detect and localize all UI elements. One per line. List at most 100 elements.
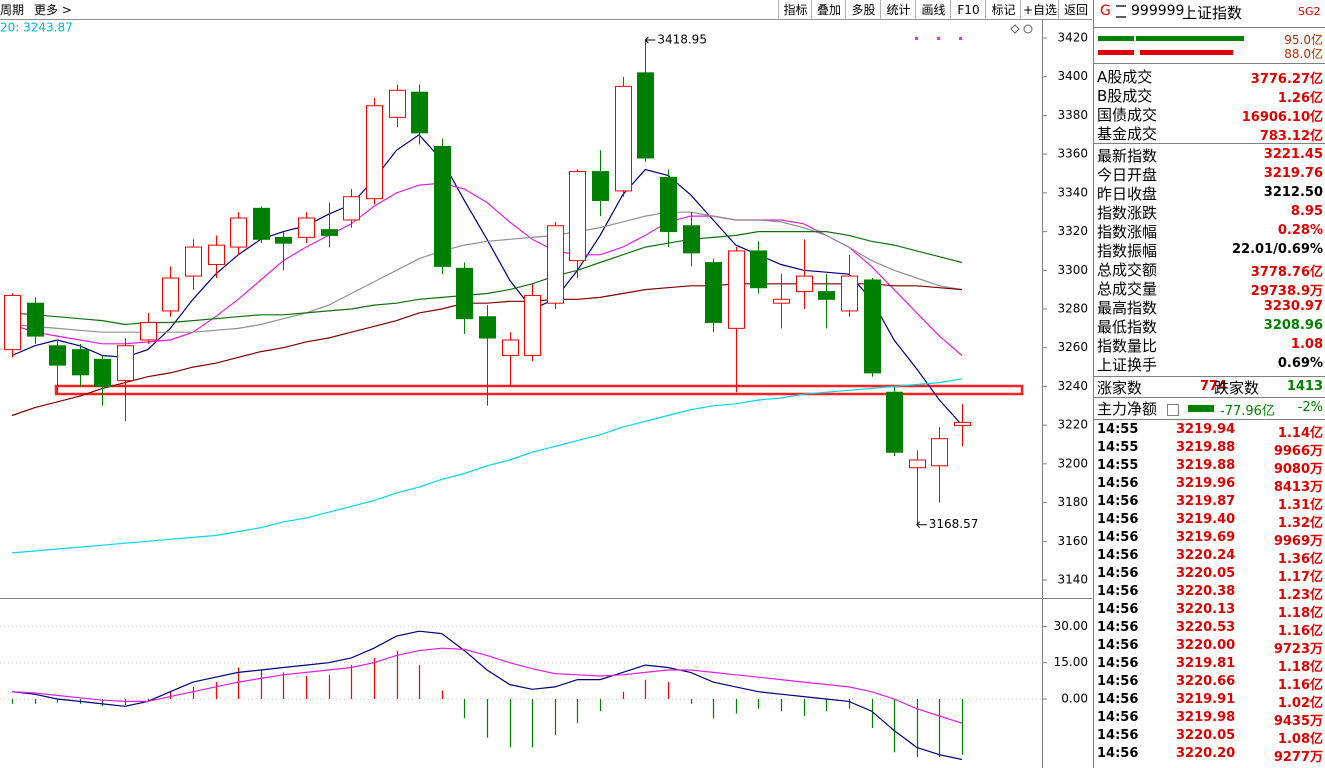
y-tick-label: 3280 [1057, 302, 1088, 316]
candle-body [72, 349, 89, 376]
stat-value: 3212.50 [1263, 185, 1323, 200]
tick-price: 3219.88 [1176, 440, 1236, 455]
candle-body [27, 302, 44, 337]
candle-body [321, 229, 338, 236]
tick-price: 3220.20 [1176, 746, 1236, 761]
toolbar-button[interactable]: 多股 [845, 0, 881, 20]
toolbar-button[interactable]: 指标 [778, 0, 812, 20]
candle-body [230, 217, 247, 248]
capacity-bar [1098, 36, 1134, 41]
tick-amount: 9723万 [1273, 642, 1323, 657]
tick-amount: 1.18亿 [1277, 660, 1323, 675]
divider [1094, 143, 1325, 144]
menu-icon[interactable] [1116, 5, 1126, 18]
candle-body [750, 250, 767, 289]
flow-icon[interactable] [1167, 404, 1179, 416]
tick-amount: 1.23亿 [1277, 588, 1323, 603]
more[interactable]: 更多 > [34, 3, 72, 17]
toolbar-button[interactable]: 返回 [1058, 0, 1093, 20]
candle-body [4, 294, 21, 351]
toolbar-button[interactable]: 画线 [915, 0, 951, 20]
candle-body [728, 250, 745, 329]
tick-time: 14:56 [1097, 512, 1139, 527]
tick-time: 14:55 [1097, 458, 1139, 473]
candle-body [434, 145, 451, 267]
stat-label: 指数涨幅 [1097, 223, 1158, 241]
breadth-value: 774 [1200, 379, 1228, 394]
stat-value: 22.01/0.69% [1232, 242, 1323, 257]
toolbar-button[interactable]: 标记 [985, 0, 1021, 20]
tick-amount: 9277万 [1273, 750, 1323, 765]
tick-price: 3219.98 [1176, 710, 1236, 725]
stat-label: 最新指数 [1097, 147, 1158, 165]
tick-time: 14:55 [1097, 422, 1139, 437]
tick-time: 14:56 [1097, 638, 1139, 653]
index-name: 上证指数 [1182, 4, 1243, 22]
tick-amount: 9435万 [1273, 714, 1323, 729]
breadth-label: 涨家数 [1097, 379, 1143, 397]
capacity-bar [1098, 50, 1134, 55]
tick-time: 14:56 [1097, 674, 1139, 689]
ma-label: 20: 3243.87 [0, 21, 73, 35]
tick-amount: 1.14亿 [1277, 426, 1323, 441]
candle-body [298, 217, 315, 238]
toolbar-button[interactable]: 统计 [880, 0, 916, 20]
stat-value: 8.95 [1290, 204, 1323, 219]
tick-amount: 9966万 [1273, 444, 1323, 459]
candle-body [637, 72, 654, 159]
candle-body [366, 105, 383, 200]
flow-label: 主力净额 [1097, 400, 1158, 418]
candle-body [864, 279, 881, 374]
candle-body [773, 298, 790, 304]
period[interactable]: 周期 [0, 3, 25, 17]
stat-value: 0.28% [1277, 223, 1323, 238]
macd-line [11, 630, 963, 761]
candle-body [411, 91, 428, 134]
tick-price: 3219.94 [1176, 422, 1236, 437]
candle-body [275, 236, 292, 244]
stat-label: 昨日收盘 [1097, 185, 1158, 203]
tick-time: 14:56 [1097, 602, 1139, 617]
flow-bar [1188, 405, 1214, 412]
stat-label: 基金成交 [1097, 125, 1158, 143]
toolbar-button[interactable]: F10 [950, 0, 986, 20]
tick-price: 3219.40 [1176, 512, 1236, 527]
toolbar-button[interactable]: +自选 [1020, 0, 1059, 20]
candle-body [841, 275, 858, 312]
quote-panel: G 999999 上证指数 SG2 95.0亿 88.0亿 A股成交 3776.2… [1093, 0, 1325, 768]
tick-amount: 1.08亿 [1277, 732, 1323, 747]
tick-time: 14:56 [1097, 548, 1139, 563]
stat-label: A股成交 [1097, 68, 1153, 86]
candle-body [140, 322, 157, 341]
y-tick-label: 3160 [1057, 534, 1088, 548]
extreme-label: 3168.57 [929, 517, 979, 531]
tick-amount: 1.32亿 [1277, 516, 1323, 531]
candle-body [818, 291, 835, 300]
divider [1094, 376, 1325, 377]
breadth-value: 1413 [1286, 379, 1323, 394]
toolbar-button[interactable]: 叠加 [811, 0, 846, 20]
divider [1094, 27, 1325, 28]
market: G [1100, 3, 1111, 19]
tick-price: 3219.91 [1176, 692, 1236, 707]
y-tick-label: 3320 [1057, 224, 1088, 238]
y-tick-label: 3360 [1057, 147, 1088, 161]
ma-line [11, 134, 963, 426]
candle-body [954, 421, 971, 427]
icon [1010, 24, 1020, 34]
stat-label: 上证换手 [1097, 356, 1158, 374]
candle-body [886, 391, 903, 453]
tick-time: 14:55 [1097, 440, 1139, 455]
stat-value: 3219.76 [1263, 166, 1323, 181]
tick-amount: 1.18亿 [1277, 606, 1323, 621]
tick-time: 14:56 [1097, 530, 1139, 545]
capacity-bar [1136, 36, 1244, 41]
stat-value: 29738.9万 [1250, 284, 1323, 299]
tick-time: 14:56 [1097, 710, 1139, 725]
candle-body [931, 438, 948, 467]
ma-line [11, 231, 963, 326]
tick-price: 3220.24 [1176, 548, 1236, 563]
candle-body [208, 244, 225, 265]
toolbar [0, 0, 1092, 20]
